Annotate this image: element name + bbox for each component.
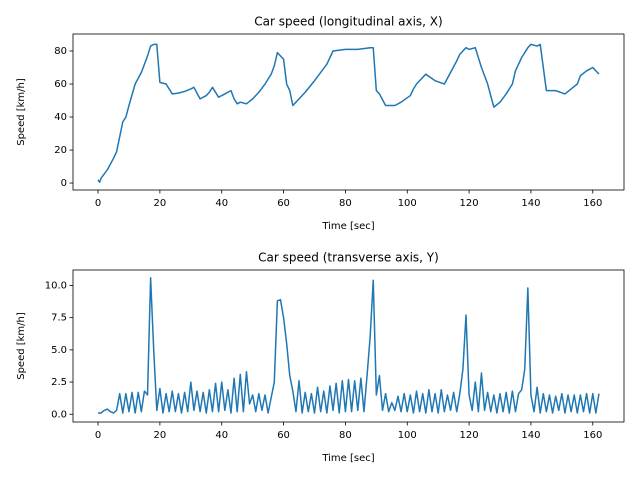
x-tick-label: 20 bbox=[154, 198, 167, 209]
x-tick-label: 80 bbox=[339, 430, 352, 441]
x-tick-label: 100 bbox=[398, 430, 417, 441]
y-tick-label: 20 bbox=[54, 145, 67, 156]
y-tick-label: 80 bbox=[54, 46, 67, 57]
x-axis-label: Time [sec] bbox=[321, 221, 374, 232]
y-axis-label: Speed [km/h] bbox=[16, 312, 27, 380]
axes-frame bbox=[72, 269, 625, 423]
x-axis-label: Time [sec] bbox=[321, 453, 374, 464]
y-tick-label: 40 bbox=[54, 112, 67, 123]
y-tick-label: 60 bbox=[54, 79, 67, 90]
x-tick-label: 0 bbox=[95, 430, 101, 441]
x-tick-label: 120 bbox=[460, 430, 479, 441]
x-tick-label: 160 bbox=[583, 430, 602, 441]
y-axis-label: Speed [km/h] bbox=[16, 78, 27, 146]
x-tick-label: 140 bbox=[521, 198, 540, 209]
y-tick-label: 0.0 bbox=[51, 409, 67, 420]
chart-title: Car speed (longitudinal axis, X) bbox=[254, 15, 442, 29]
x-tick-label: 0 bbox=[95, 198, 101, 209]
x-tick-label: 160 bbox=[583, 198, 602, 209]
x-tick-label: 100 bbox=[398, 198, 417, 209]
x-tick-label: 80 bbox=[339, 198, 352, 209]
y-tick-label: 0 bbox=[61, 178, 67, 189]
x-tick-label: 140 bbox=[521, 430, 540, 441]
y-tick-label: 2.5 bbox=[51, 377, 67, 388]
y-tick-label: 7.5 bbox=[51, 313, 67, 324]
x-tick-label: 60 bbox=[277, 198, 290, 209]
data-line bbox=[97, 43, 600, 183]
x-tick-label: 20 bbox=[154, 430, 167, 441]
x-tick-label: 120 bbox=[460, 198, 479, 209]
data-line bbox=[98, 276, 600, 414]
axes-frame bbox=[72, 33, 625, 191]
y-tick-label: 10.0 bbox=[45, 280, 67, 291]
chart-title: Car speed (transverse axis, Y) bbox=[258, 251, 439, 265]
x-tick-label: 60 bbox=[277, 430, 290, 441]
y-tick-label: 5.0 bbox=[51, 345, 67, 356]
x-tick-label: 40 bbox=[215, 198, 228, 209]
x-tick-label: 40 bbox=[215, 430, 228, 441]
